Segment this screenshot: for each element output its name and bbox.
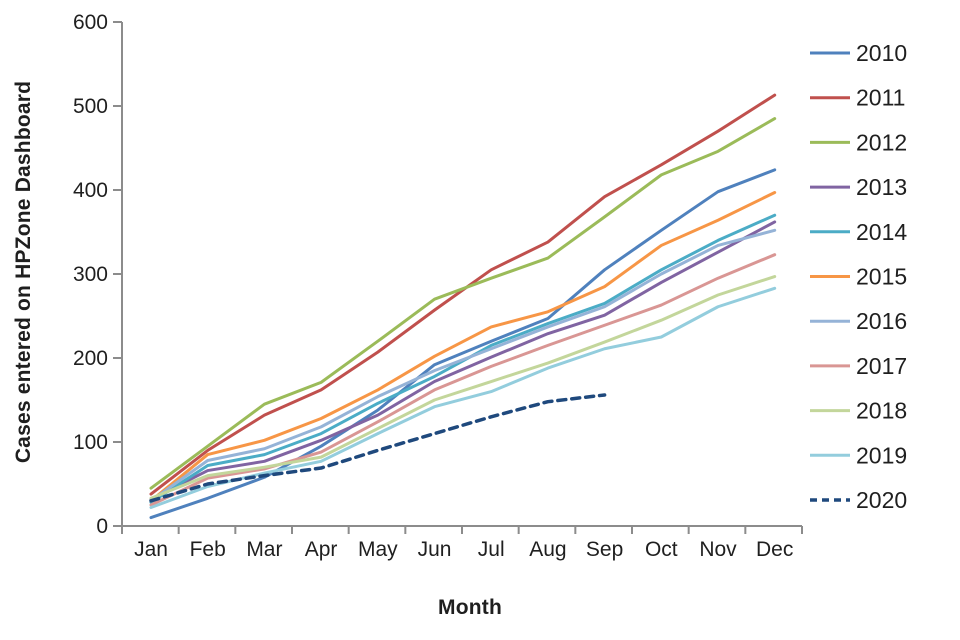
legend-label-2012: 2012 bbox=[856, 129, 907, 155]
month-label-jan: Jan bbox=[134, 538, 168, 561]
month-label-mar: Mar bbox=[246, 538, 282, 561]
series-line-2019 bbox=[149, 286, 777, 510]
legend-label-2019: 2019 bbox=[856, 442, 907, 468]
month-label-apr: Apr bbox=[305, 538, 338, 561]
y-tick-label-600: 600 bbox=[73, 11, 108, 34]
legend-label-2018: 2018 bbox=[856, 398, 907, 424]
legend-label-2015: 2015 bbox=[856, 264, 907, 290]
series-line-2017 bbox=[149, 253, 777, 507]
series-line-2020 bbox=[149, 393, 607, 503]
legend-label-2014: 2014 bbox=[856, 219, 907, 245]
y-tick-label-300: 300 bbox=[73, 263, 108, 286]
series-line-2010 bbox=[149, 168, 777, 520]
y-tick-label-400: 400 bbox=[73, 179, 108, 202]
month-label-nov: Nov bbox=[699, 538, 737, 561]
legend-label-2013: 2013 bbox=[856, 174, 907, 200]
y-axis-title: Cases entered on HPZone Dashboard bbox=[12, 80, 35, 464]
legend-label-2017: 2017 bbox=[856, 353, 907, 379]
month-label-sep: Sep bbox=[586, 538, 623, 561]
series-line-2016 bbox=[149, 228, 777, 503]
series-line-2013 bbox=[149, 220, 777, 501]
month-label-may: May bbox=[358, 538, 398, 561]
series-line-2015 bbox=[149, 191, 777, 503]
month-label-aug: Aug bbox=[529, 538, 566, 561]
month-label-feb: Feb bbox=[190, 538, 226, 561]
series-line-2012 bbox=[149, 117, 777, 490]
month-label-oct: Oct bbox=[645, 538, 678, 561]
legend-label-2020: 2020 bbox=[856, 487, 907, 513]
legend-label-2011: 2011 bbox=[856, 85, 905, 111]
month-label-jul: Jul bbox=[478, 538, 505, 561]
legend-label-2010: 2010 bbox=[856, 40, 907, 66]
month-label-jun: Jun bbox=[418, 538, 452, 561]
y-tick-label-200: 200 bbox=[73, 347, 108, 370]
x-axis-title: Month bbox=[438, 596, 502, 619]
y-tick-label-500: 500 bbox=[73, 95, 108, 118]
y-tick-label-100: 100 bbox=[73, 431, 108, 454]
month-label-dec: Dec bbox=[756, 538, 793, 561]
legend-label-2016: 2016 bbox=[856, 308, 907, 334]
y-tick-label-0: 0 bbox=[96, 515, 108, 538]
series-line-2018 bbox=[149, 275, 777, 500]
